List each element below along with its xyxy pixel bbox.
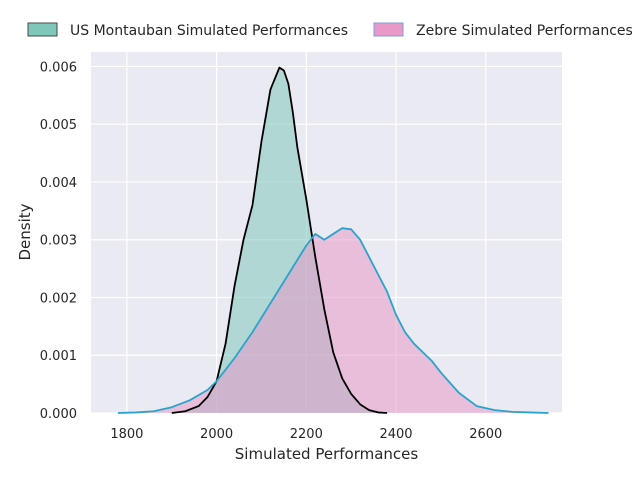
y-tick-label: 0.001 bbox=[40, 349, 77, 364]
legend: US Montauban Simulated Performances Zebr… bbox=[27, 22, 633, 39]
y-tick-label: 0.006 bbox=[40, 60, 77, 75]
x-tick-label: 1800 bbox=[110, 427, 143, 442]
y-tick-label: 0.004 bbox=[40, 176, 77, 191]
y-tick-label: 0.002 bbox=[40, 291, 77, 306]
x-axis-ticks: 1800 2000 2200 2400 2600 bbox=[110, 427, 502, 442]
y-axis-ticks: 0.000 0.001 0.002 0.003 0.004 0.005 0.006 bbox=[40, 60, 77, 422]
density-line-zebre bbox=[117, 227, 549, 414]
y-tick-label: 0.003 bbox=[40, 234, 77, 249]
x-tick-label: 2600 bbox=[469, 427, 502, 442]
density-area-zebre bbox=[117, 228, 549, 413]
x-tick-label: 2400 bbox=[379, 427, 412, 442]
density-lines bbox=[117, 66, 549, 414]
density-area-us-montauban bbox=[171, 67, 388, 413]
x-axis-label: Simulated Performances bbox=[235, 445, 419, 463]
y-axis-label: Density bbox=[16, 203, 34, 260]
density-areas bbox=[117, 67, 549, 413]
y-tick-label: 0.000 bbox=[40, 407, 77, 422]
x-tick-label: 2000 bbox=[200, 427, 233, 442]
legend-label-zebre: Zebre Simulated Performances bbox=[416, 23, 633, 39]
density-line-us-montauban bbox=[171, 66, 388, 414]
legend-swatch-us-montauban bbox=[27, 22, 58, 37]
y-tick-label: 0.005 bbox=[40, 118, 77, 133]
x-tick-label: 2200 bbox=[290, 427, 323, 442]
legend-label-us-montauban: US Montauban Simulated Performances bbox=[70, 23, 348, 39]
legend-swatch-zebre bbox=[373, 22, 404, 37]
